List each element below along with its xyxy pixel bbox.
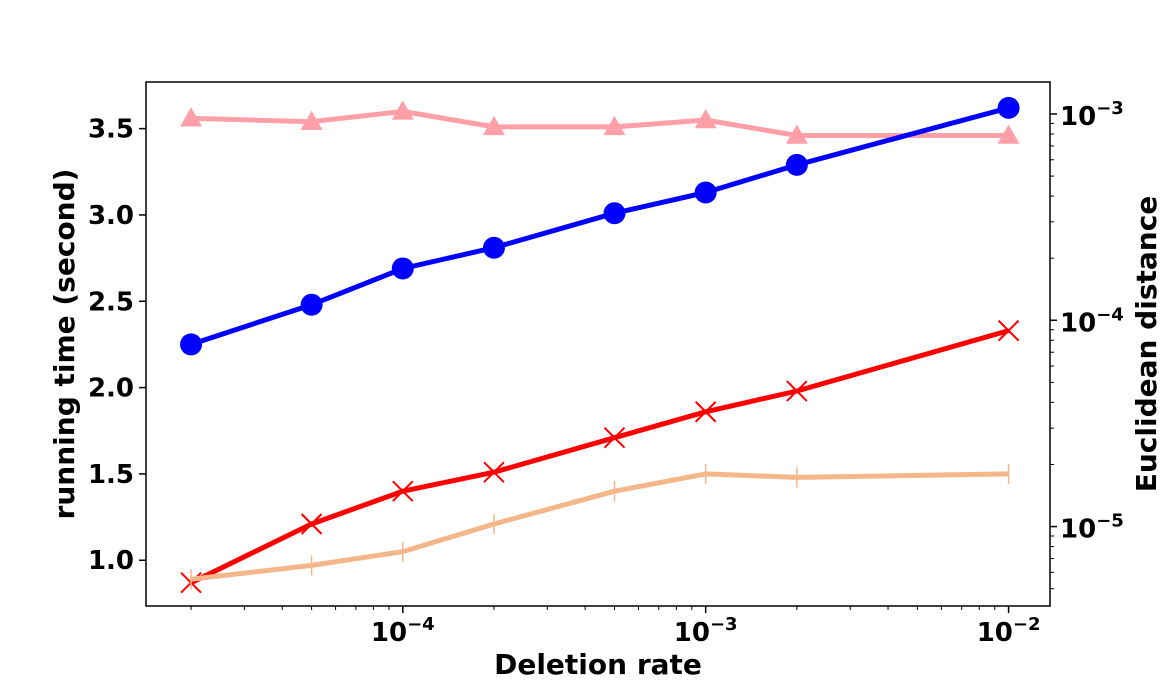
series-line — [190, 105, 1010, 347]
ticks: 10−4 10−3 10−2 1.0 1.5 2.0 2.5 3.0 3.5 10−5 10−4 10… — [88, 98, 1124, 648]
series-3 — [190, 463, 1010, 590]
data-point — [483, 461, 505, 483]
y-axis-left-label: running time (second) — [48, 169, 81, 520]
series-2 — [180, 319, 1020, 594]
data-point — [997, 96, 1020, 119]
y-left-tick-label: 3.5 — [88, 115, 134, 145]
data-point — [997, 319, 1020, 342]
y-right-tick-label: 10−3 — [1060, 98, 1124, 132]
series-layer — [180, 96, 1020, 594]
x-tick-label: 10−4 — [371, 614, 435, 648]
y-left-tick-label: 2.5 — [88, 287, 134, 317]
series-line — [191, 108, 1009, 138]
data-point — [694, 181, 717, 204]
data-point — [694, 108, 717, 129]
y-right-tick-label: 10−4 — [1060, 304, 1124, 338]
y-right-tick-label: 10−5 — [1060, 511, 1124, 545]
data-point — [300, 110, 323, 130]
data-point — [392, 480, 414, 502]
x-tick-label: 10−2 — [977, 614, 1041, 648]
y-axis-right-label: Euclidean distance — [1130, 196, 1163, 493]
data-point — [603, 426, 626, 449]
y-left-tick-label: 1.0 — [88, 546, 134, 576]
series-line — [190, 328, 1010, 585]
data-point — [785, 124, 808, 144]
data-point — [180, 107, 203, 127]
data-point — [180, 333, 203, 356]
data-point — [391, 100, 414, 120]
data-point — [603, 115, 626, 136]
data-point — [603, 202, 626, 225]
y-left-tick-label: 2.0 — [88, 374, 134, 404]
y-left-tick-label: 1.5 — [88, 460, 134, 490]
plot-frame — [145, 81, 1051, 607]
data-point — [300, 513, 323, 535]
y-left-tick-label: 3.0 — [88, 201, 134, 231]
x-axis-label: Deletion rate — [494, 648, 702, 681]
data-point — [482, 115, 505, 136]
data-point — [482, 236, 505, 259]
data-point — [300, 293, 323, 316]
series-line — [190, 471, 1009, 582]
data-point — [391, 257, 414, 280]
data-point — [997, 124, 1020, 144]
data-point — [786, 380, 808, 402]
data-point — [694, 401, 717, 423]
data-point — [785, 153, 808, 176]
series-0 — [180, 100, 1020, 144]
x-tick-label: 10−3 — [674, 614, 738, 648]
series-1 — [180, 96, 1020, 356]
